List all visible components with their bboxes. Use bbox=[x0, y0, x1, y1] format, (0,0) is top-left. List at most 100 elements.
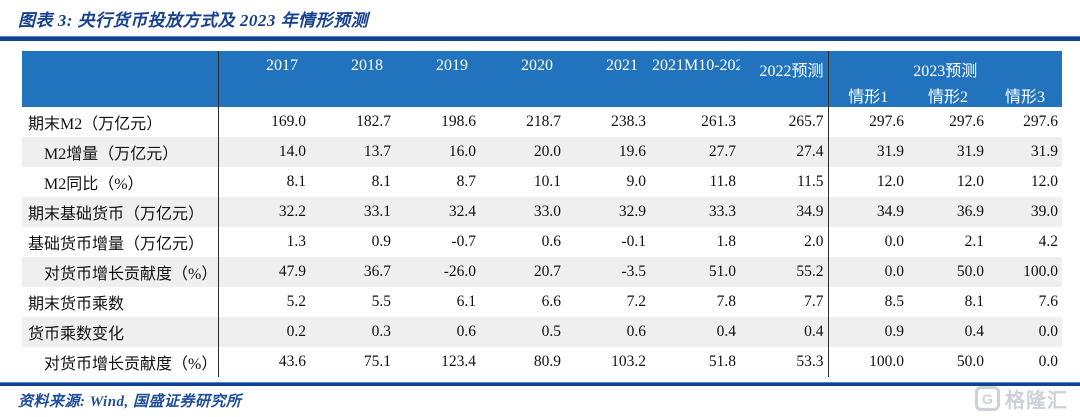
cell-value: 0.9 bbox=[371, 233, 391, 250]
cell-value: 43.6 bbox=[278, 353, 306, 370]
cell-value: 297.6 bbox=[869, 113, 904, 130]
cell-value: 34.9 bbox=[828, 197, 908, 227]
cell-value: 0.3 bbox=[310, 317, 395, 347]
cell-value: 5.5 bbox=[371, 293, 391, 310]
cell-value: 7.6 bbox=[1038, 293, 1059, 310]
table-row: 对货币增长贡献度（%） 43.6 75.1 123.4 80.9 103.2 51.8 53.… bbox=[22, 347, 1062, 377]
cell-value: 7.8 bbox=[716, 293, 736, 310]
cell-value: 218.7 bbox=[526, 113, 561, 130]
table-row: 基础货币增量（万亿元） 1.3 0.9 -0.7 0.6 -0.1 1.8 2.0 0.0 2.1… bbox=[22, 227, 1062, 257]
cell-value: 32.2 bbox=[218, 197, 310, 227]
cell-value: 36.7 bbox=[310, 257, 395, 287]
header-scenario-3: 情形3 bbox=[988, 83, 1063, 107]
table-row: M2同比（%） 8.1 8.1 8.7 10.1 9.0 11.8 11.5 12.0 12.0 1… bbox=[22, 167, 1062, 197]
cell-value: 0.0 bbox=[884, 233, 904, 250]
table-row: 期末M2（万亿元） 169.0 182.7 198.6 218.7 238.3 261.3 2… bbox=[22, 107, 1062, 137]
source-note: 资料来源: Wind, 国盛证券研究所 bbox=[18, 394, 242, 410]
cell-value: 123.4 bbox=[441, 353, 476, 370]
cell-value: 51.8 bbox=[708, 353, 736, 370]
row-label: 对货币增长贡献度（%） bbox=[22, 347, 219, 377]
cell-value: 53.3 bbox=[740, 347, 829, 377]
header-2020: 2020 bbox=[480, 51, 565, 107]
cell-value: 31.9 bbox=[908, 137, 988, 167]
footer-divider-line bbox=[0, 382, 1080, 386]
cell-value: 5.2 bbox=[286, 293, 306, 310]
cell-value: 297.6 bbox=[1023, 113, 1059, 130]
cell-value: -0.7 bbox=[451, 233, 476, 250]
cell-value: 0.0 bbox=[828, 257, 908, 287]
cell-value: 31.9 bbox=[988, 137, 1063, 167]
cell-value: 0.6 bbox=[395, 317, 480, 347]
header-2019: 2019 bbox=[395, 51, 480, 107]
cell-value: 34.9 bbox=[740, 197, 829, 227]
cell-value: 31.9 bbox=[828, 137, 908, 167]
cell-value: 1.3 bbox=[286, 233, 306, 250]
row-label: 期末基础货币（万亿元） bbox=[22, 197, 219, 227]
header-label-cell bbox=[22, 51, 219, 107]
cell-value: 0.5 bbox=[480, 317, 565, 347]
cell-value: 2.1 bbox=[964, 233, 984, 250]
cell-value: -3.5 bbox=[565, 257, 650, 287]
cell-value: 6.1 bbox=[456, 293, 476, 310]
cell-value: 33.3 bbox=[650, 197, 740, 227]
cell-value: 8.5 bbox=[884, 293, 904, 310]
table-row: 对货币增长贡献度（%） 47.9 36.7 -26.0 20.7 -3.5 51.0 55.2… bbox=[22, 257, 1063, 287]
cell-value: 7.2 bbox=[626, 293, 646, 310]
cell-value: 198.6 bbox=[441, 113, 476, 130]
table-body: 期末M2（万亿元） 169.0 182.7 198.6 218.7 238.3 261.3 2… bbox=[22, 107, 1063, 377]
cell-value: 169.0 bbox=[271, 113, 306, 130]
cell-value: 261.3 bbox=[701, 113, 736, 130]
money-supply-table: 2017 2018 2019 2020 2021 2021M10-202 202… bbox=[22, 51, 1063, 377]
cell-value: 20.0 bbox=[480, 137, 565, 167]
cell-value: 36.9 bbox=[908, 197, 988, 227]
cell-value: 50.0 bbox=[956, 353, 984, 370]
cell-value: 12.0 bbox=[876, 173, 904, 190]
cell-value: 16.0 bbox=[395, 137, 480, 167]
cell-value: 0.4 bbox=[650, 317, 740, 347]
cell-value: 39.0 bbox=[988, 197, 1063, 227]
cell-value: -26.0 bbox=[395, 257, 480, 287]
cell-value: 80.9 bbox=[533, 353, 561, 370]
title-divider-line bbox=[0, 36, 1080, 41]
cell-value: 0.0 bbox=[988, 317, 1063, 347]
cell-value: 8.7 bbox=[456, 173, 476, 190]
cell-value: 55.2 bbox=[740, 257, 829, 287]
gelonghui-logo-text: 格隆汇 bbox=[1005, 390, 1068, 412]
gelonghui-logo-icon: G bbox=[975, 386, 1000, 411]
cell-value: 8.1 bbox=[371, 173, 391, 190]
row-label: 对货币增长贡献度（%） bbox=[22, 257, 219, 287]
cell-value: 297.6 bbox=[949, 113, 984, 130]
cell-value: 14.0 bbox=[218, 137, 310, 167]
cell-value: 103.2 bbox=[611, 353, 646, 370]
cell-value: 20.7 bbox=[480, 257, 565, 287]
cell-value: 4.2 bbox=[1038, 233, 1059, 250]
cell-value: 75.1 bbox=[363, 353, 391, 370]
cell-value: 33.1 bbox=[310, 197, 395, 227]
cell-value: 6.6 bbox=[541, 293, 561, 310]
header-2022-forecast: 2022预测 bbox=[740, 51, 829, 107]
cell-value: 1.8 bbox=[716, 233, 736, 250]
header-2023-forecast-group: 2023预测 bbox=[828, 51, 1063, 83]
cell-value: 182.7 bbox=[356, 113, 391, 130]
row-label: 期末M2（万亿元） bbox=[22, 107, 219, 137]
cell-value: 10.1 bbox=[533, 173, 561, 190]
cell-value: 0.4 bbox=[740, 317, 829, 347]
figure-title: 图表 3: 央行货币投放方式及 2023 年情形预测 bbox=[18, 11, 369, 30]
header-2021: 2021 bbox=[565, 51, 650, 107]
cell-value: 100.0 bbox=[869, 353, 904, 370]
header-2021m10: 2021M10-202 bbox=[650, 51, 740, 107]
cell-value: 12.0 bbox=[956, 173, 984, 190]
cell-value: 0.6 bbox=[565, 317, 650, 347]
cell-value: 50.0 bbox=[908, 257, 988, 287]
cell-value: 51.0 bbox=[650, 257, 740, 287]
cell-value: 12.0 bbox=[1030, 173, 1059, 190]
cell-value: 0.9 bbox=[828, 317, 908, 347]
cell-value: 27.7 bbox=[650, 137, 740, 167]
cell-value: 11.5 bbox=[740, 167, 829, 197]
table-row: 期末基础货币（万亿元） 32.2 33.1 32.4 33.0 32.9 33.3 34.9 3… bbox=[22, 197, 1063, 227]
header-2017: 2017 bbox=[218, 51, 310, 107]
header-scenario-2: 情形2 bbox=[908, 83, 988, 107]
cell-value: 13.7 bbox=[310, 137, 395, 167]
cell-value: 27.4 bbox=[740, 137, 829, 167]
